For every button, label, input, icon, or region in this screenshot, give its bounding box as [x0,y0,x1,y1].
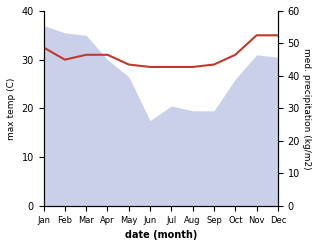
X-axis label: date (month): date (month) [125,230,197,240]
Y-axis label: max temp (C): max temp (C) [7,77,16,140]
Y-axis label: med. precipitation (kg/m2): med. precipitation (kg/m2) [302,48,311,169]
